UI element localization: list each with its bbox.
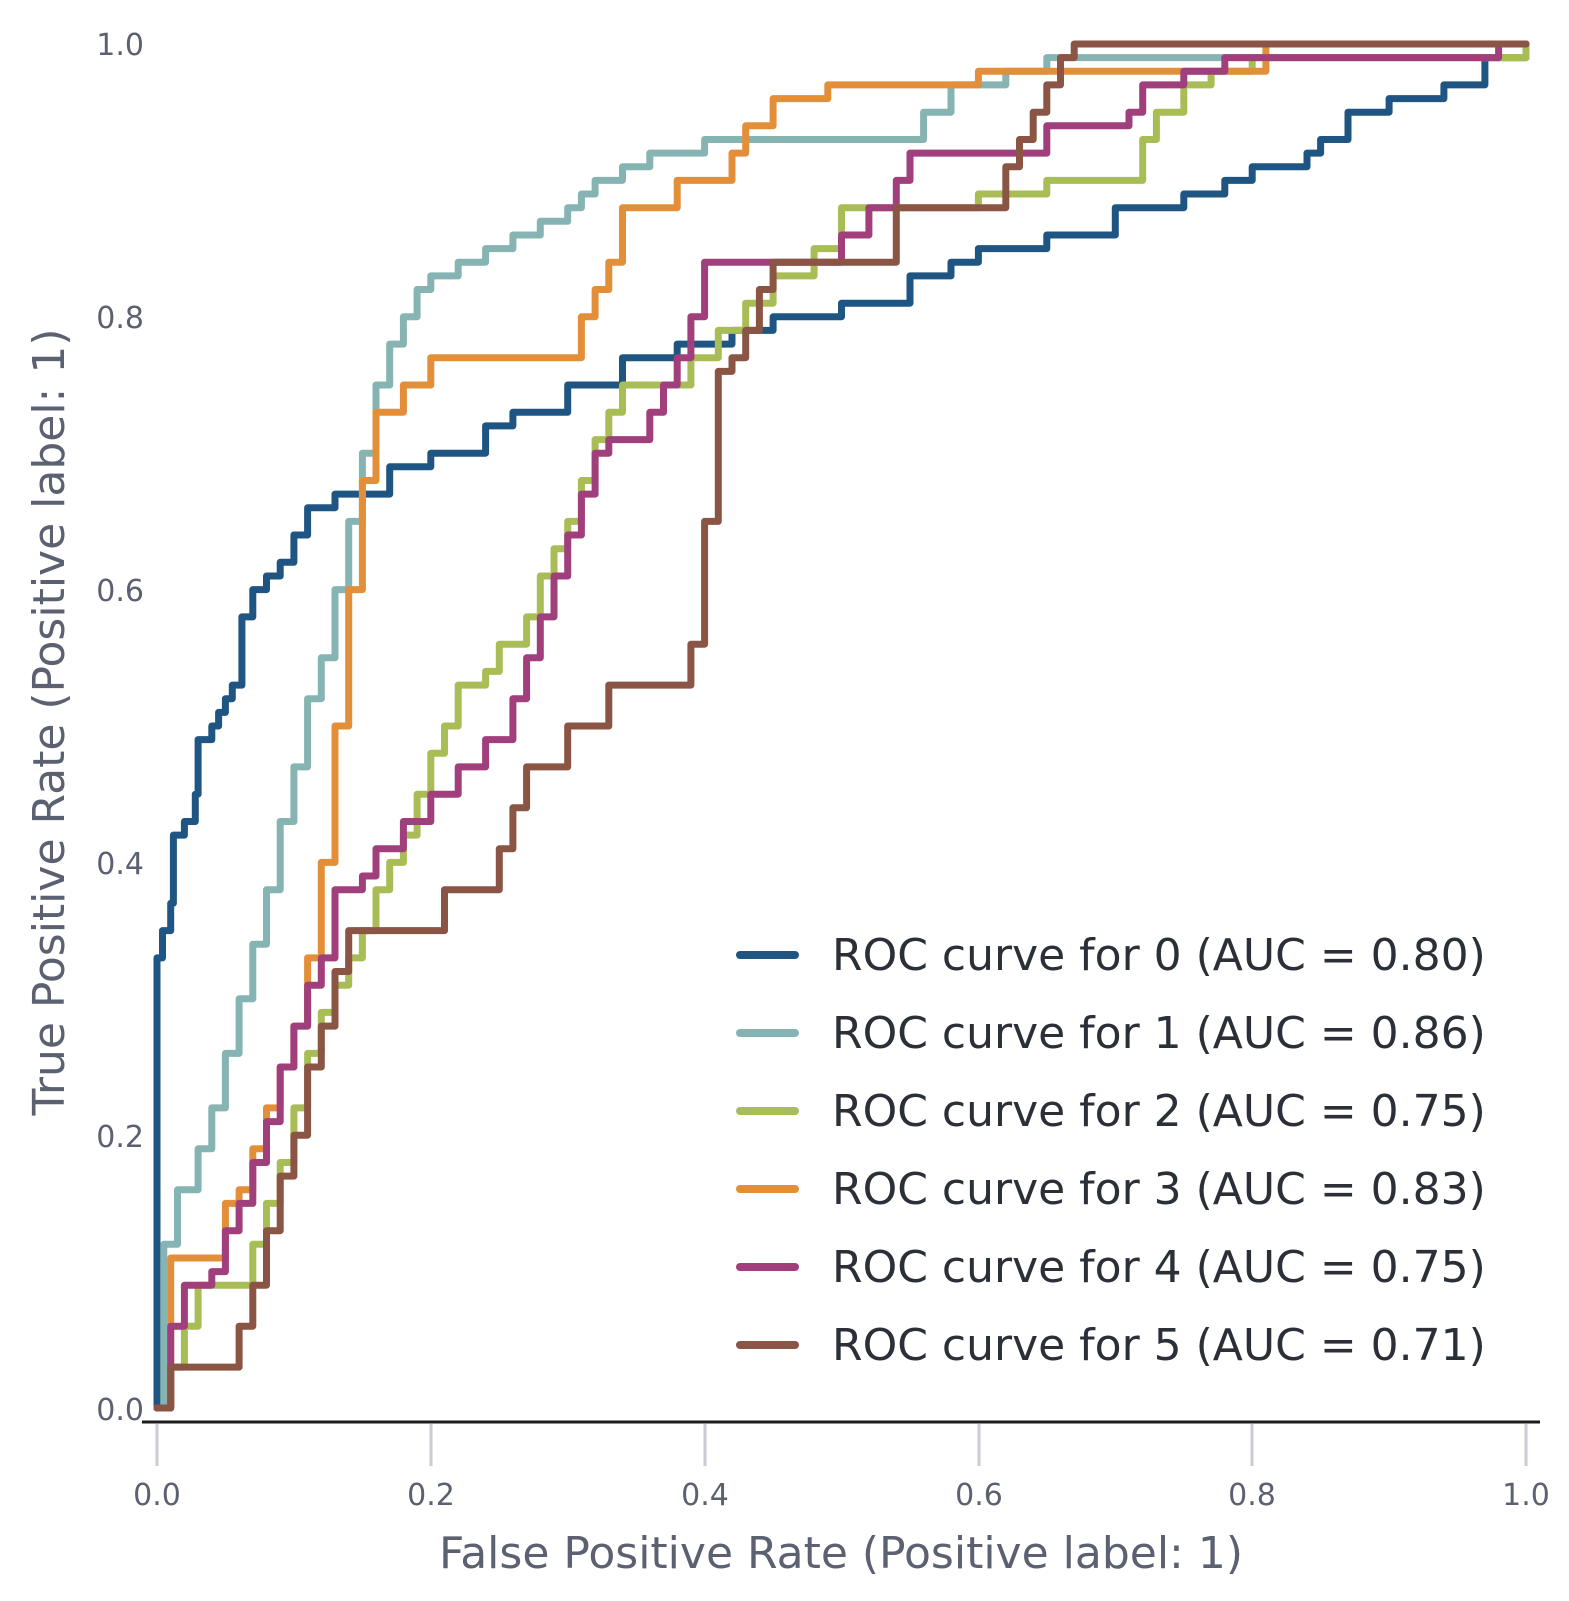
y-tick-label: 0.6 <box>96 574 144 609</box>
legend-label: ROC curve for 4 (AUC = 0.75) <box>832 1242 1486 1293</box>
y-axis-title: True Positive Rate (Positive label: 1) <box>24 328 75 1116</box>
legend-label: ROC curve for 3 (AUC = 0.83) <box>832 1164 1486 1215</box>
x-tick-labels: 0.0 0.2 0.4 0.6 0.8 1.0 <box>133 1478 1550 1513</box>
legend-item-3: ROC curve for 3 (AUC = 0.83) <box>736 1164 1486 1215</box>
legend-item-2: ROC curve for 2 (AUC = 0.75) <box>736 1086 1486 1137</box>
roc-curve-0 <box>153 40 1530 1412</box>
legend-item-1: ROC curve for 1 (AUC = 0.86) <box>736 1008 1486 1059</box>
x-tick-label: 0.4 <box>681 1478 729 1513</box>
legend: ROC curve for 0 (AUC = 0.80) ROC curve f… <box>736 930 1486 1371</box>
roc-curve-5 <box>153 40 1530 1412</box>
roc-curve-4 <box>153 40 1530 1412</box>
x-tick-label: 0.8 <box>1228 1478 1276 1513</box>
legend-item-0: ROC curve for 0 (AUC = 0.80) <box>736 930 1486 981</box>
y-tick-labels: 0.0 0.2 0.4 0.6 0.8 1.0 <box>96 28 144 1428</box>
x-tick-label: 0.6 <box>955 1478 1003 1513</box>
y-tick-label: 0.0 <box>96 1393 144 1428</box>
series-group <box>153 40 1530 1412</box>
y-tick-label: 0.2 <box>96 1120 144 1155</box>
y-tick-label: 1.0 <box>96 28 144 63</box>
legend-label: ROC curve for 1 (AUC = 0.86) <box>832 1008 1486 1059</box>
roc-curve-1 <box>153 40 1530 1412</box>
legend-item-4: ROC curve for 4 (AUC = 0.75) <box>736 1242 1486 1293</box>
roc-curve-2 <box>153 40 1530 1412</box>
x-ticks <box>155 1424 1528 1466</box>
x-tick-label: 0.2 <box>407 1478 455 1513</box>
legend-label: ROC curve for 0 (AUC = 0.80) <box>832 930 1486 981</box>
y-tick-label: 0.8 <box>96 301 144 336</box>
roc-curve-3 <box>153 40 1530 1412</box>
legend-label: ROC curve for 2 (AUC = 0.75) <box>832 1086 1486 1137</box>
legend-item-5: ROC curve for 5 (AUC = 0.71) <box>736 1320 1486 1371</box>
x-axis-title: False Positive Rate (Positive label: 1) <box>439 1528 1243 1579</box>
y-tick-label: 0.4 <box>96 847 144 882</box>
legend-label: ROC curve for 5 (AUC = 0.71) <box>832 1320 1486 1371</box>
x-tick-label: 0.0 <box>133 1478 181 1513</box>
x-tick-label: 1.0 <box>1502 1478 1550 1513</box>
